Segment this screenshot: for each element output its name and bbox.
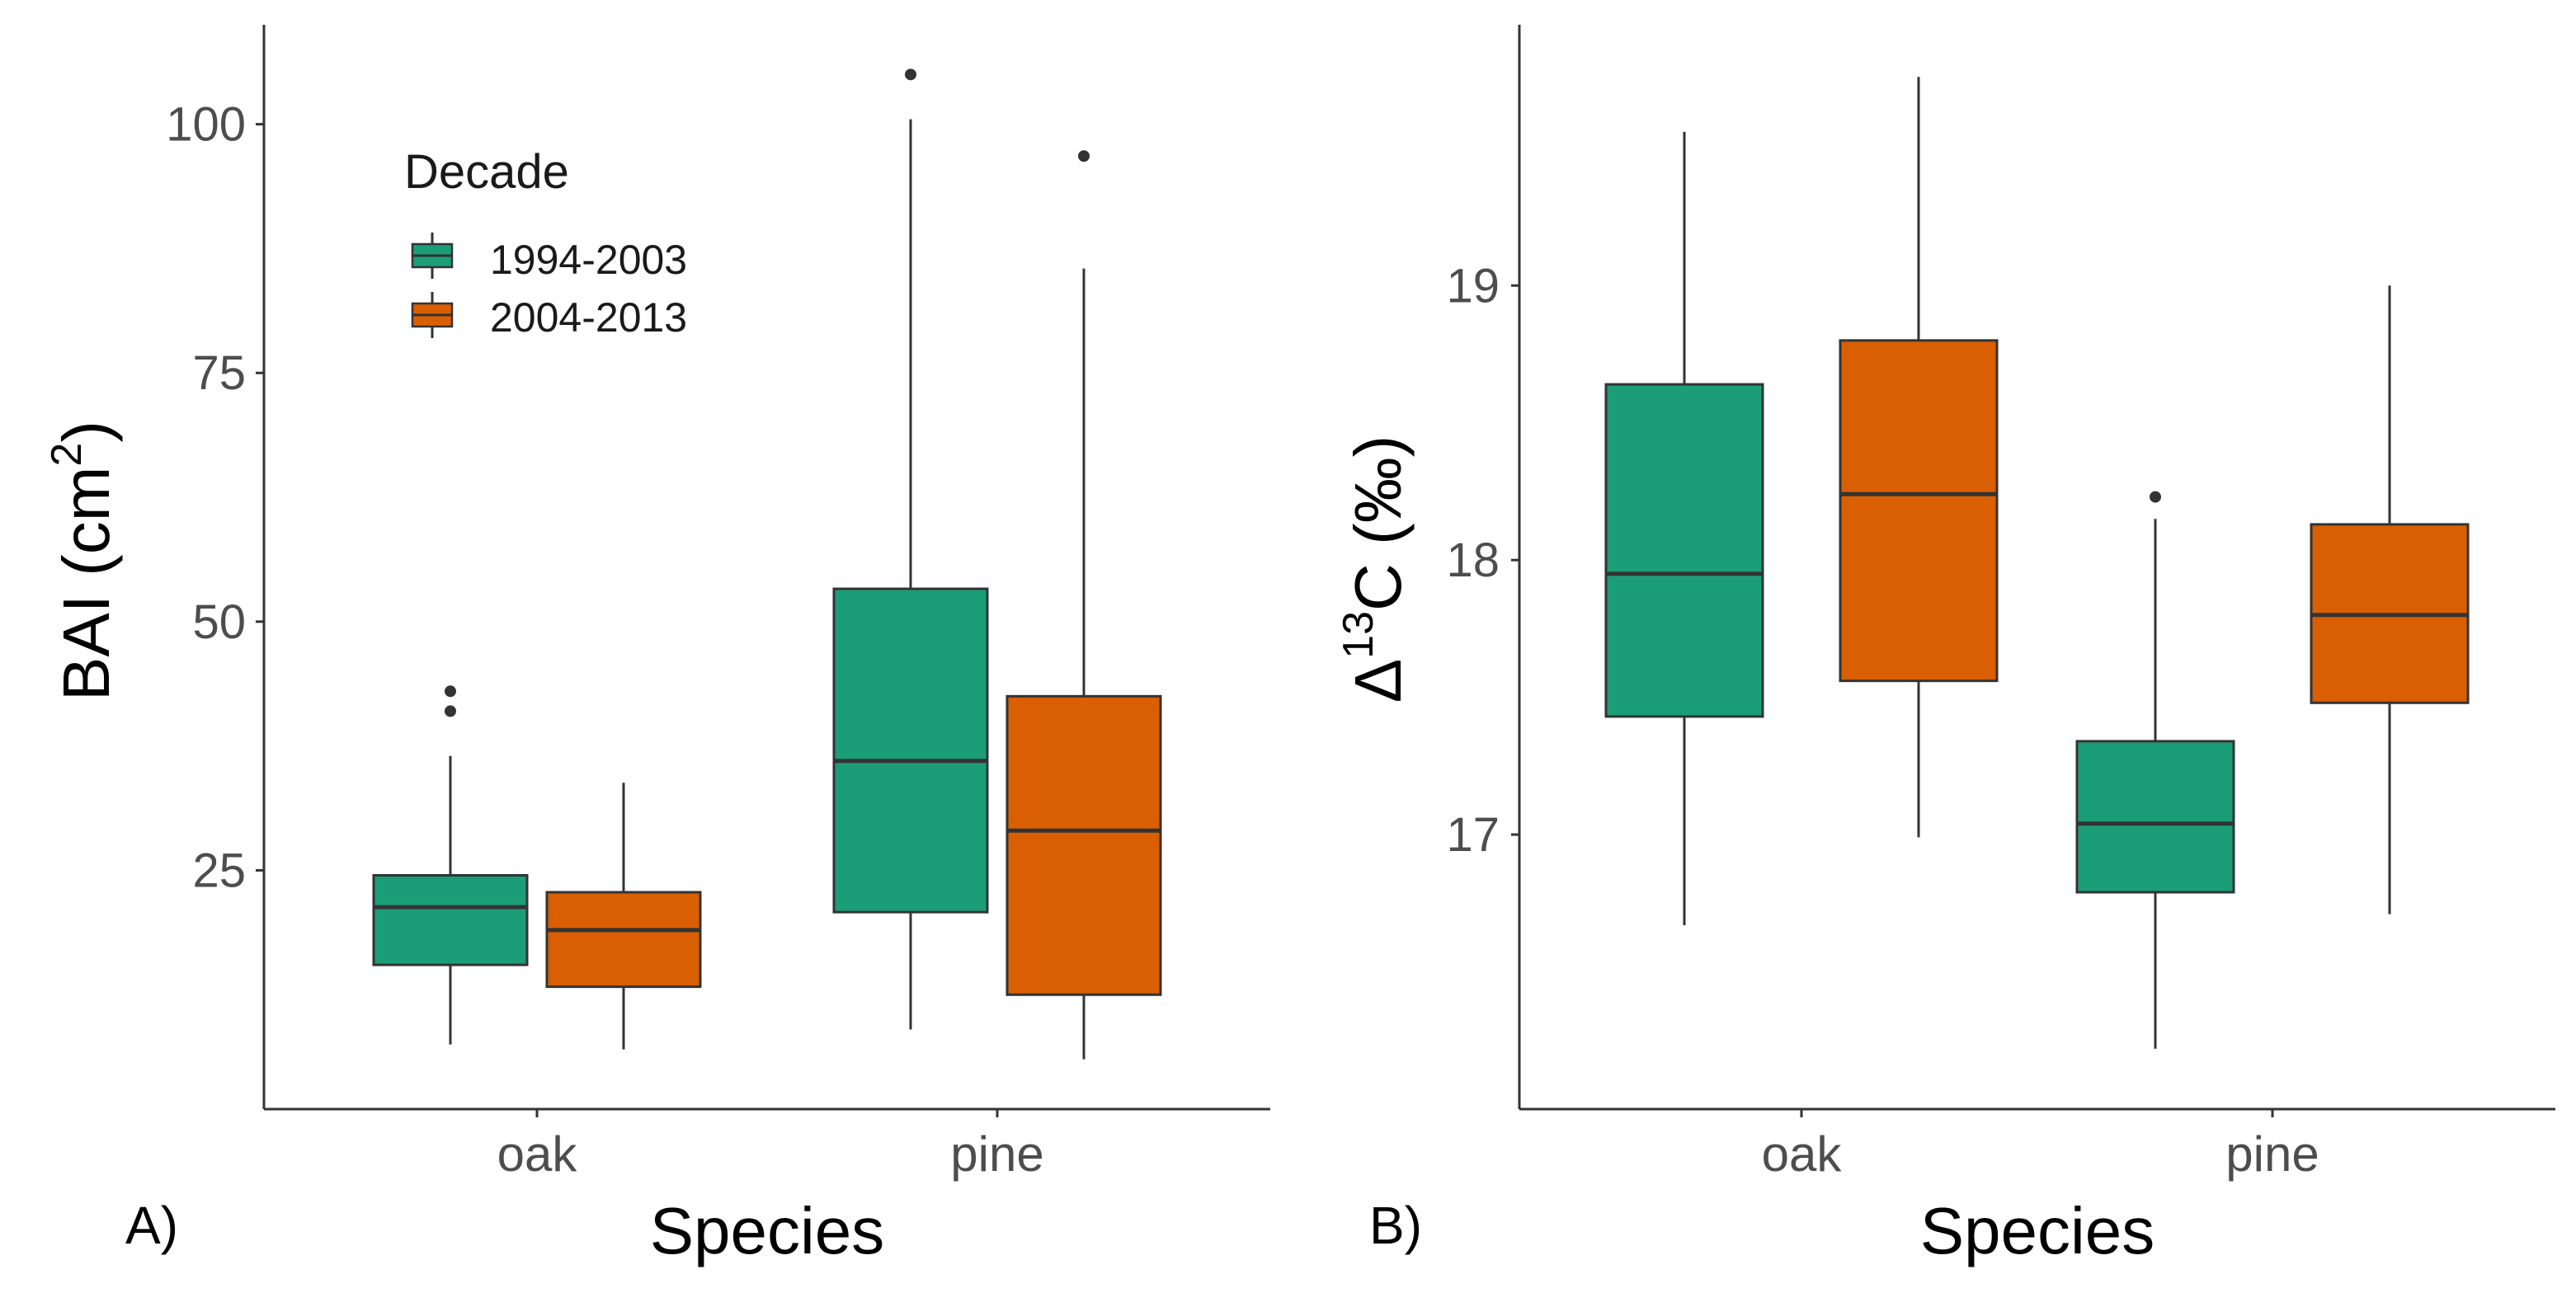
panel-b-y-tick-label: 18 — [1446, 534, 1500, 587]
panel-b-x-tick-pine: pine — [2225, 1126, 2319, 1182]
panel-a-box-pine-1994-2003 — [832, 68, 989, 1030]
panel-a-axes — [262, 25, 1270, 1117]
panel-b-y-ticks: 17 18 19 — [1446, 259, 1519, 862]
panel-b: 17 18 19 oak pine Species B) Δ13C (‰) — [1335, 25, 2555, 1267]
panel-a-y-ticks: 25 50 75 100 — [166, 98, 264, 897]
panel-a-x-tick-oak: oak — [497, 1126, 578, 1182]
panel-b-marks — [1604, 77, 2470, 1049]
legend-entry-2004-2013: 2004-2013 — [411, 292, 687, 341]
panel-a-label: A) — [125, 1196, 178, 1255]
panel-b-y-title-delta: Δ — [1341, 659, 1415, 703]
panel-b-y-axis-title: Δ13C (‰) — [1335, 435, 1415, 703]
iqr-box — [1604, 383, 1764, 718]
panel-b-axes — [1518, 25, 2555, 1117]
panel-a-x-tick-pine: pine — [950, 1126, 1043, 1182]
panel-a-y-title-main: BAI (cm — [49, 467, 123, 701]
outlier-point — [1078, 150, 1090, 162]
iqr-box — [2075, 740, 2235, 894]
panel-a-y-title-close: ) — [49, 421, 123, 443]
panel-a-y-title-sup: 2 — [43, 443, 91, 467]
panel-a-marks — [372, 68, 1162, 1060]
panel-a-y-tick-label: 100 — [166, 98, 246, 152]
legend-title: Decade — [404, 145, 569, 199]
panel-a-x-axis-title: Species — [650, 1194, 885, 1267]
panel-a-y-tick-label: 75 — [192, 346, 246, 400]
legend-label-2004-2013: 2004-2013 — [490, 294, 687, 341]
legend-entry-1994-2003: 1994-2003 — [411, 233, 687, 283]
panel-a-y-axis-title: BAI (cm2) — [43, 421, 123, 701]
iqr-box — [372, 873, 529, 966]
panel-a-box-oak-1994-2003 — [372, 685, 529, 1045]
panel-a-y-tick-label: 50 — [192, 595, 246, 649]
panel-a-y-tick-label: 25 — [192, 844, 246, 897]
outlier-point — [445, 705, 456, 717]
iqr-box — [1839, 339, 1999, 683]
panel-a-box-oak-2004-2013 — [545, 783, 702, 1050]
outlier-point — [445, 685, 456, 698]
legend-label-1994-2003: 1994-2003 — [490, 237, 687, 283]
panel-b-y-title-rest: C (‰) — [1341, 435, 1415, 611]
panel-b-x-axis-title: Species — [1920, 1194, 2155, 1267]
panel-b-box-pine-1994-2003 — [2075, 491, 2235, 1049]
panel-a-box-pine-2004-2013 — [1005, 150, 1162, 1060]
panel-b-y-tick-label: 19 — [1446, 259, 1500, 313]
panel-b-x-tick-oak: oak — [1762, 1126, 1843, 1182]
panel-b-label: B) — [1369, 1196, 1422, 1255]
legend: Decade 1994-2003 2004-2013 — [404, 145, 687, 341]
panel-b-box-oak-1994-2003 — [1604, 131, 1764, 925]
panel-b-y-tick-label: 17 — [1446, 808, 1500, 862]
panel-b-box-oak-2004-2013 — [1839, 77, 1999, 838]
panel-b-y-title-sup: 13 — [1335, 611, 1382, 659]
panel-b-box-pine-2004-2013 — [2310, 285, 2470, 915]
iqr-box — [1005, 694, 1162, 996]
outlier-point — [905, 68, 916, 81]
iqr-box — [545, 891, 702, 989]
outlier-point — [2150, 491, 2161, 503]
iqr-box — [832, 587, 989, 914]
